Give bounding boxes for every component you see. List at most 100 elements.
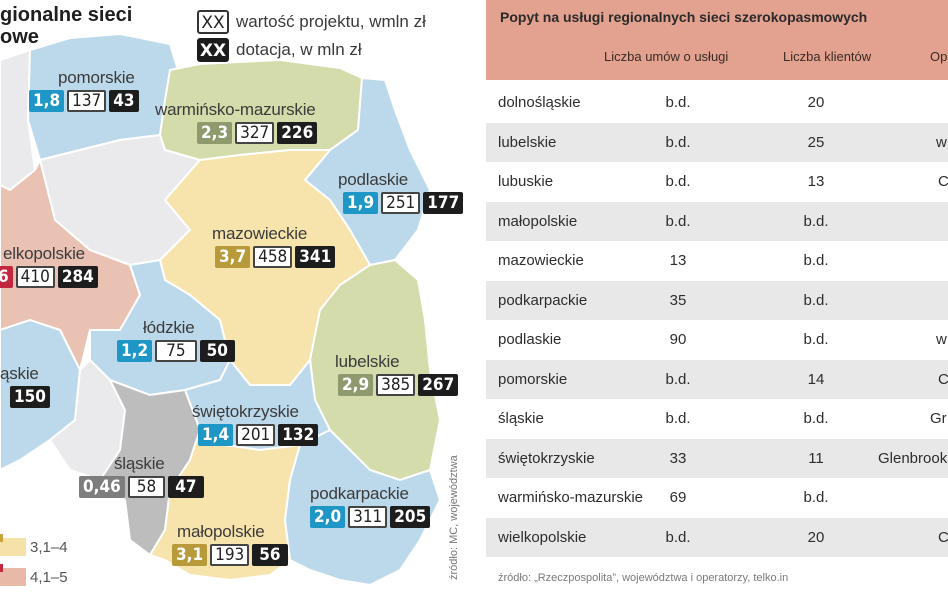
cell-clients: 25 [807, 133, 825, 151]
ratio-badge: 1,8 [29, 90, 65, 112]
table-row: małopolskie b.d. b.d. [486, 201, 948, 241]
project-value-badge: 385 [376, 374, 416, 396]
region-label-malopolskie: małopolskie 3,1 193 56 [172, 522, 288, 566]
region-label-podlaskie: podlaskie 1,9 251 177 [338, 170, 464, 214]
cell-operator: Glenbrook [878, 449, 948, 467]
table-row: świętokrzyskie 33 11 Glenbrook [486, 438, 948, 478]
cell-clients: 13 [807, 173, 825, 191]
grant-badge: 177 [423, 192, 464, 214]
legend-range-label: 3,1–4 [30, 538, 68, 556]
ratio-badge: 2,9 [338, 374, 374, 396]
cell-clients: 11 [808, 449, 824, 467]
cell-region: warmińsko-mazurskie [498, 489, 644, 507]
ratio-badge: 2,0 [310, 506, 346, 528]
cell-operator: w [936, 133, 947, 151]
cell-clients: 14 [807, 370, 825, 388]
grant-badge: 47 [168, 476, 204, 498]
legend-label-project-value: wartość projektu, wmln zł [236, 12, 426, 31]
project-value-badge: 311 [348, 506, 388, 528]
region-label-warminsko-mazurskie: warmińsko-mazurskie 2,3 327 226 [155, 100, 318, 144]
cell-clients: 20 [807, 94, 825, 112]
legend-swatch-white: XX [197, 10, 229, 34]
region-label-slaskie: śląskie 0,46 58 47 [79, 454, 204, 498]
map-legend-values: XX wartość projektu, wmln zł XX dotacja,… [197, 8, 426, 64]
ratio-badge: 2,3 [197, 122, 233, 144]
cell-contracts: 33 [669, 449, 687, 467]
cell-region: lubuskie [498, 173, 554, 191]
grant-badge: 341 [295, 246, 336, 268]
project-value-badge: 458 [253, 246, 293, 268]
region-label-swietokrzyskie: świętokrzyskie 1,4 201 132 [192, 402, 319, 446]
grant-badge: 50 [199, 340, 235, 362]
cell-contracts: 90 [669, 331, 687, 349]
table-row: pomorskie b.d. 14 C [486, 359, 948, 399]
table-body: dolnośląskie b.d. 20 lubelskie b.d. 25 w… [486, 83, 948, 557]
grant-badge: 132 [278, 424, 319, 446]
cell-region: wielkopolskie [498, 528, 587, 546]
map-title-line-1: gionalne sieci [0, 4, 133, 26]
cell-clients: 20 [807, 528, 825, 546]
region-label-mazowieckie: mazowieckie 3,7 458 341 [212, 224, 336, 268]
table-row: dolnośląskie b.d. 20 [486, 83, 948, 123]
grant-badge: 267 [418, 374, 459, 396]
cell-clients: b.d. [803, 331, 829, 349]
map-title: gionalne sieci owe [0, 4, 132, 48]
legend-range-row: 4,1–5 [0, 562, 68, 592]
cell-region: śląskie [498, 410, 544, 428]
region-label-dolnoslaskie: ąskie 150 [0, 364, 50, 408]
ratio-badge: 1,9 [343, 192, 379, 214]
cell-clients: b.d. [803, 489, 829, 507]
legend-range-swatch [0, 564, 26, 586]
cell-contracts: b.d. [665, 410, 691, 428]
table-row: wielkopolskie b.d. 20 C [486, 517, 948, 557]
table-source-note: źródło: „Rzeczpospolita”, województwa i … [498, 572, 789, 584]
region-name: świętokrzyskie [192, 402, 299, 421]
cell-region: lubelskie [498, 133, 557, 151]
grant-badge: 284 [57, 266, 98, 288]
broadband-demand-table: Popyt na usługi regionalnych sieci szero… [486, 0, 948, 593]
ratio-badge: 0,46 [79, 476, 125, 498]
legend-row-project-value: XX wartość projektu, wmln zł [197, 8, 426, 36]
column-header-clients: Liczba klientów [783, 49, 872, 64]
cell-region: podkarpackie [498, 291, 588, 309]
column-header-contracts: Liczba umów o usługi [604, 49, 729, 64]
table-row: lubuskie b.d. 13 C [486, 162, 948, 202]
cell-operator: C [938, 173, 948, 191]
ratio-badge: 3,1 [172, 544, 208, 566]
region-name: podlaskie [338, 170, 409, 189]
cell-clients: b.d. [803, 291, 829, 309]
grant-badge: 150 [10, 386, 50, 408]
region-label-wielkopolskie: elkopolskie 6 410 284 [0, 244, 98, 288]
region-name: elkopolskie [3, 244, 85, 263]
project-value-badge: 201 [236, 424, 276, 446]
region-label-lubelskie: lubelskie 2,9 385 267 [335, 352, 459, 396]
table-row: śląskie b.d. b.d. Gr [486, 399, 948, 439]
legend-range-marker-icon [0, 564, 3, 572]
cell-region: pomorskie [498, 370, 568, 388]
project-value-badge: 75 [155, 340, 197, 362]
project-value-badge: 193 [210, 544, 250, 566]
table-row: mazowieckie 13 b.d. [486, 241, 948, 281]
legend-swatch-black: XX [197, 38, 229, 62]
cell-contracts: b.d. [665, 133, 691, 151]
cell-contracts: 13 [669, 252, 687, 270]
cell-contracts: b.d. [665, 212, 691, 230]
cell-contracts: b.d. [665, 528, 691, 546]
cell-contracts: b.d. [665, 370, 691, 388]
cell-contracts: 35 [669, 291, 687, 309]
region-name: lubelskie [335, 352, 400, 371]
region-name: śląskie [114, 454, 165, 473]
region-name: ąskie [0, 364, 39, 383]
legend-range-label: 4,1–5 [30, 568, 68, 586]
cell-clients: b.d. [803, 410, 829, 428]
table-header: Popyt na usługi regionalnych sieci szero… [486, 0, 948, 80]
table-row: warmińsko-mazurskie 69 b.d. [486, 478, 948, 518]
legend-row-grant: XX dotacja, w mln zł [197, 36, 426, 64]
column-header-operator: Op [930, 49, 948, 64]
map-source-note: źródło: MC, województwa [448, 455, 460, 580]
legend-range-marker-icon [0, 534, 3, 542]
project-value-badge: 58 [127, 476, 166, 498]
region-name: mazowieckie [212, 224, 308, 243]
region-label-podkarpackie: podkarpackie 2,0 311 205 [310, 484, 431, 528]
ratio-badge: 3,7 [215, 246, 251, 268]
